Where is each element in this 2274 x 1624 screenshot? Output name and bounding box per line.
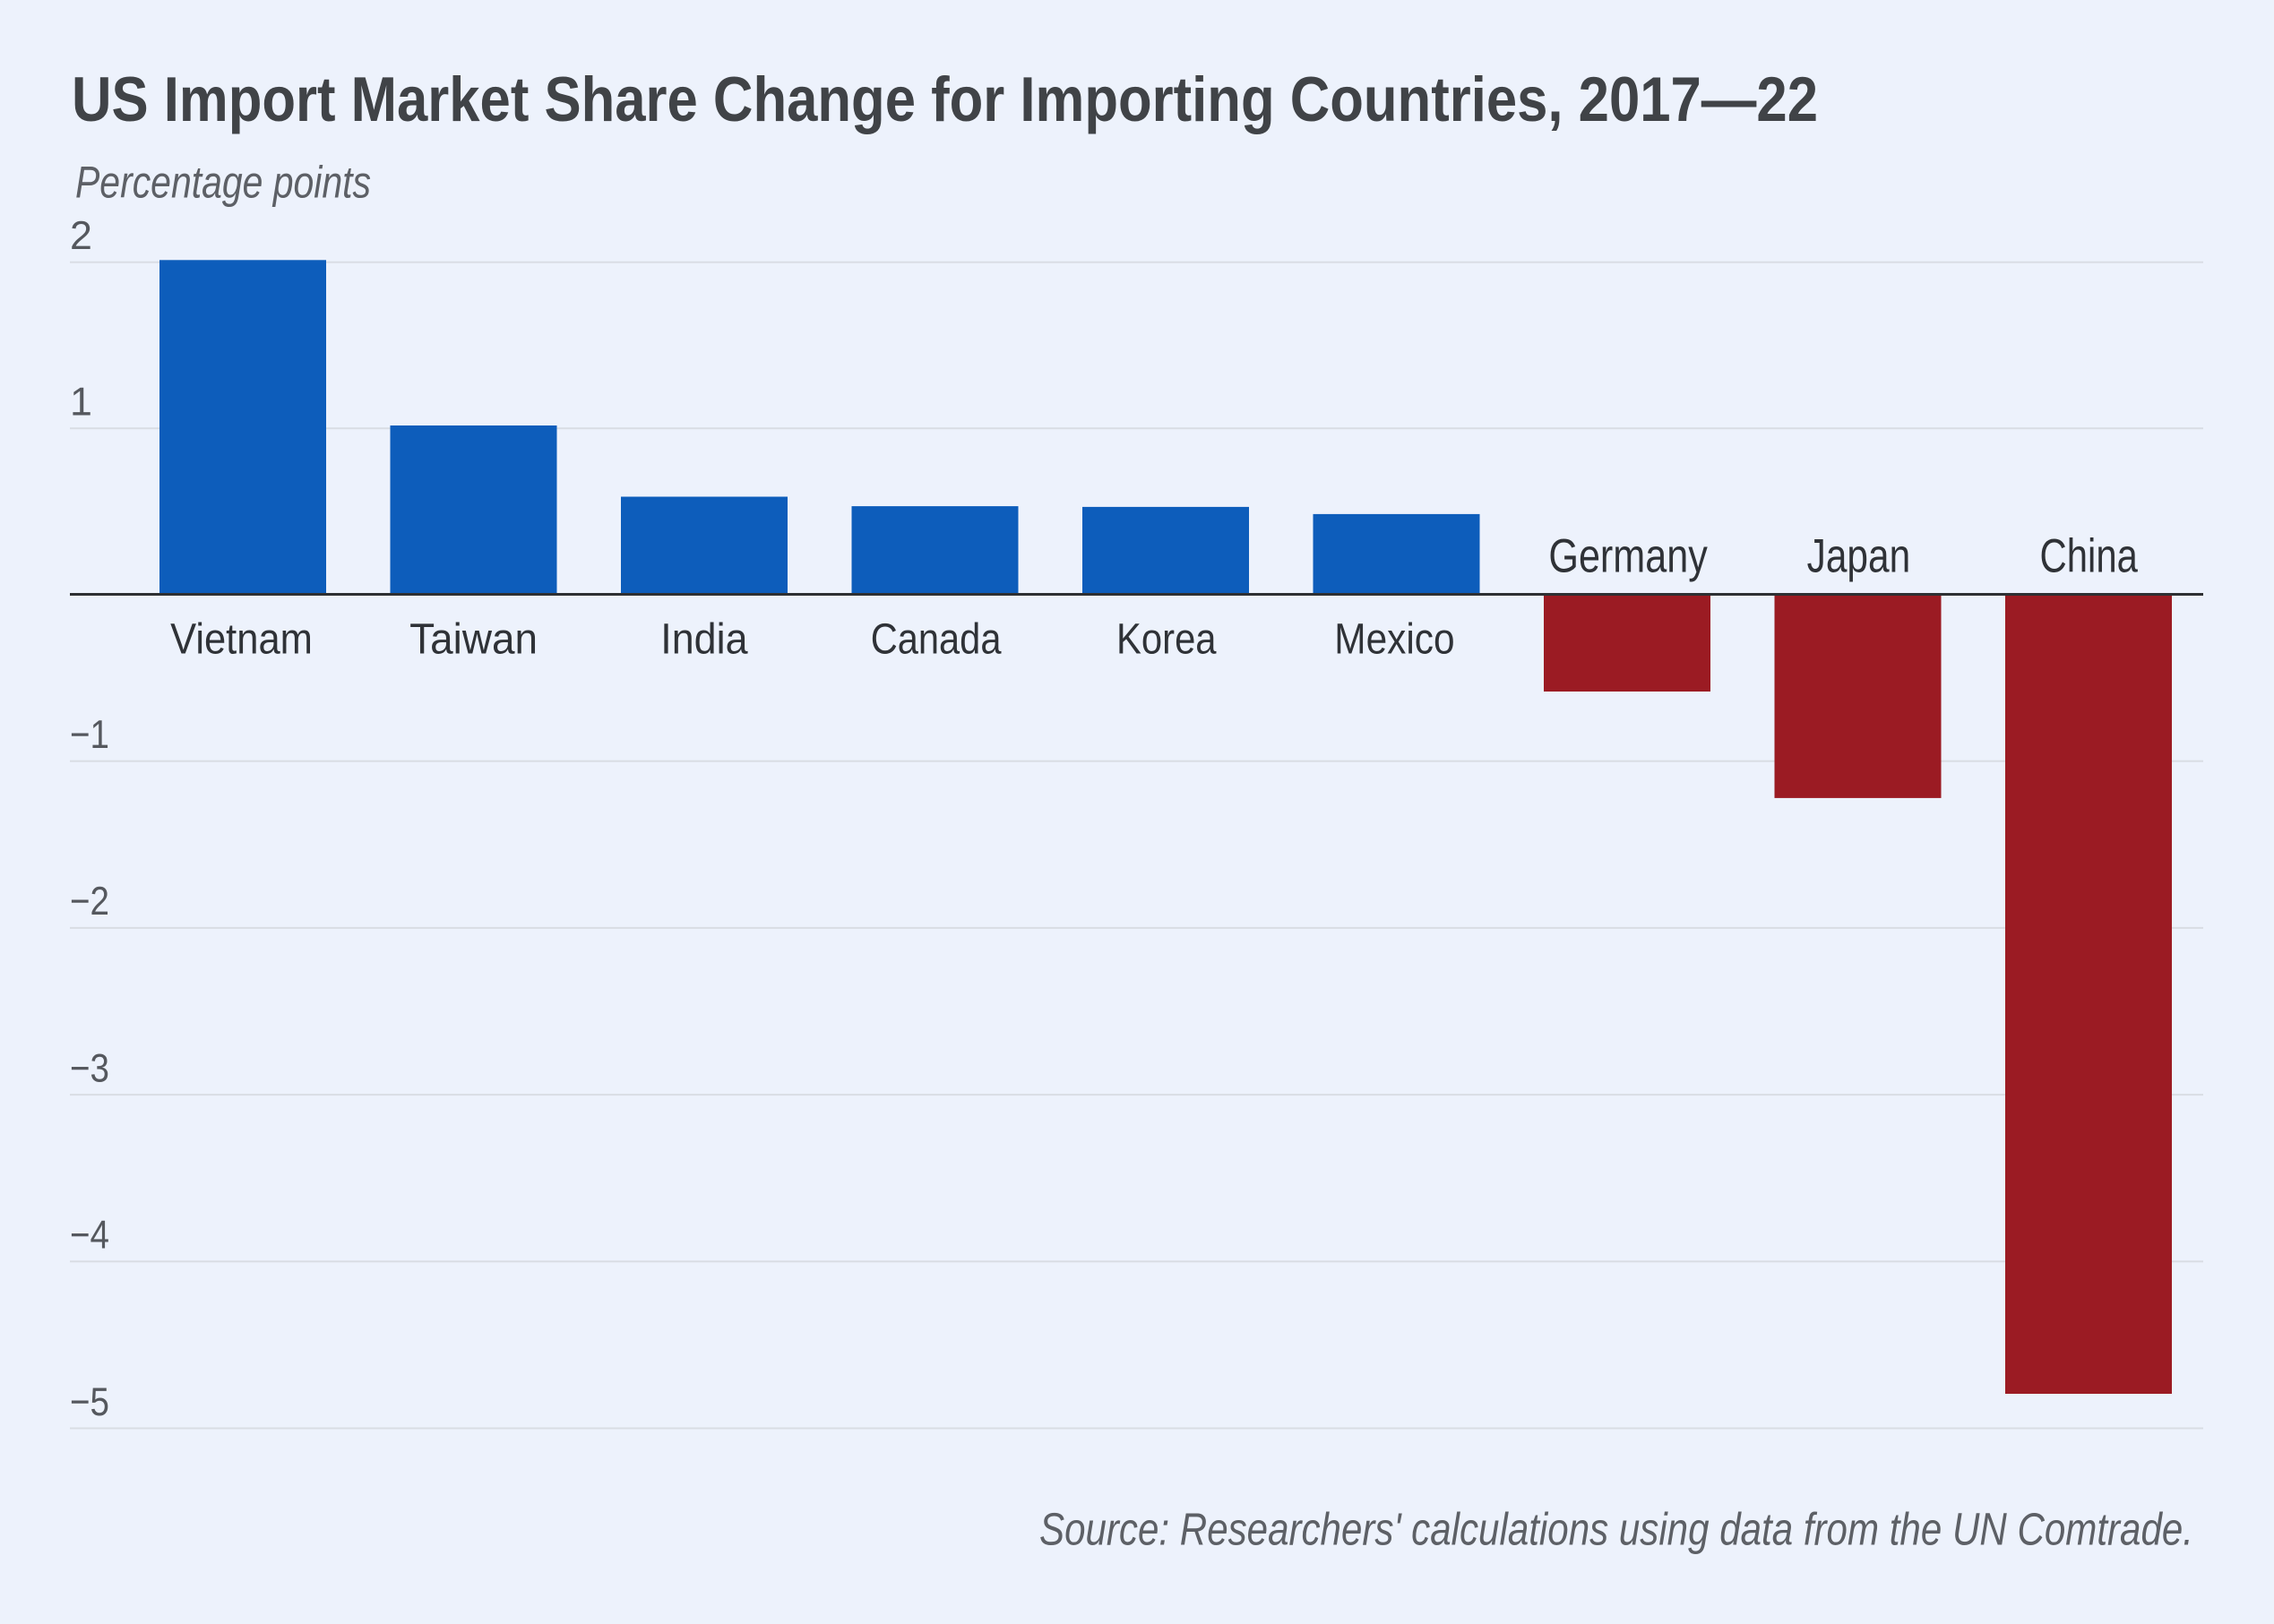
svg-text:−4: −4 [70, 1213, 109, 1258]
svg-text:Vietnam: Vietnam [170, 615, 313, 664]
svg-text:Canada: Canada [871, 615, 1002, 664]
svg-text:Japan: Japan [1807, 530, 1911, 583]
svg-text:−2: −2 [70, 879, 109, 924]
svg-text:Germany: Germany [1548, 530, 1708, 583]
svg-text:Korea: Korea [1116, 615, 1217, 664]
svg-text:China: China [2040, 530, 2139, 583]
svg-text:1: 1 [70, 379, 92, 424]
svg-text:2: 2 [70, 213, 92, 258]
svg-text:−3: −3 [70, 1045, 109, 1090]
svg-text:Percentage points: Percentage points [75, 156, 371, 207]
svg-text:Mexico: Mexico [1334, 615, 1454, 664]
svg-text:Taiwan: Taiwan [409, 615, 538, 664]
svg-text:US Import Market Share Change: US Import Market Share Change for Import… [72, 64, 1818, 134]
svg-text:Source: Researchers' calculati: Source: Researchers' calculations using … [1039, 1503, 2193, 1554]
svg-text:−1: −1 [70, 712, 109, 757]
svg-text:−5: −5 [70, 1379, 109, 1424]
svg-text:India: India [660, 615, 747, 664]
